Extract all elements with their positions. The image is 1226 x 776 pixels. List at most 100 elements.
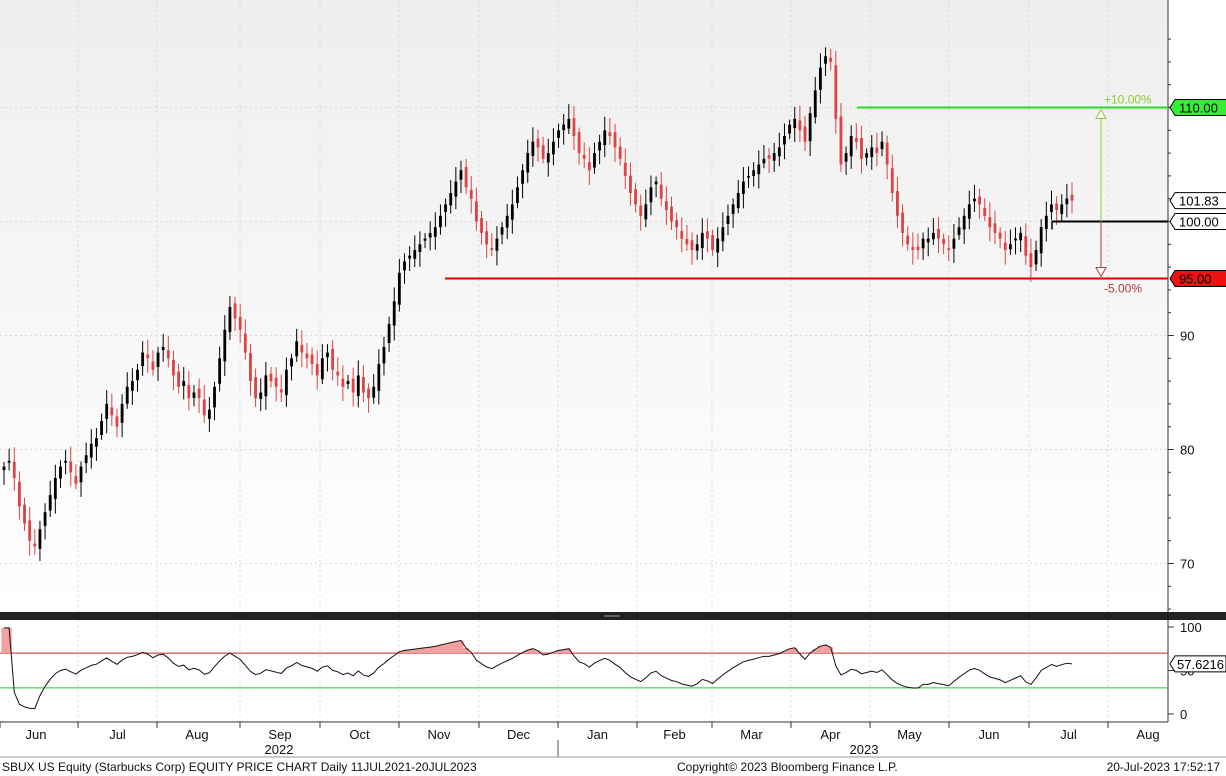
candle-body bbox=[1070, 194, 1074, 201]
candle-body bbox=[172, 360, 175, 376]
candle-body bbox=[336, 371, 340, 376]
candle-body bbox=[983, 207, 987, 216]
candle-body bbox=[7, 460, 11, 463]
candle-body bbox=[777, 147, 781, 157]
candle-body bbox=[901, 212, 904, 233]
candle-body bbox=[197, 388, 201, 399]
candle-body bbox=[942, 238, 946, 245]
candle-body bbox=[238, 317, 242, 330]
rsi-line bbox=[4, 627, 1073, 710]
candle-body bbox=[890, 168, 894, 193]
candle-body bbox=[670, 206, 673, 222]
candle-body bbox=[367, 388, 370, 399]
candle-body bbox=[896, 191, 899, 216]
candle-body bbox=[623, 162, 627, 176]
candle-body bbox=[875, 147, 879, 154]
candle-body bbox=[213, 386, 216, 408]
candle-body bbox=[392, 301, 396, 326]
candle-body bbox=[439, 215, 442, 228]
candle-body bbox=[536, 138, 540, 148]
candle-body bbox=[377, 364, 381, 391]
candle-body bbox=[649, 187, 653, 203]
month-label: Sep bbox=[268, 727, 291, 742]
candle-body bbox=[23, 504, 26, 524]
candle-body bbox=[546, 153, 550, 163]
month-label: Aug bbox=[185, 727, 208, 742]
price-axis-tick-label: 70 bbox=[1180, 557, 1194, 572]
candle-body bbox=[664, 200, 668, 211]
candle-body bbox=[310, 354, 314, 364]
candle-body bbox=[639, 205, 643, 216]
candle-body bbox=[952, 238, 956, 249]
candle-body bbox=[906, 235, 910, 245]
candle-body bbox=[192, 392, 196, 398]
candle-body bbox=[69, 461, 73, 473]
year-label-2023: 2023 bbox=[850, 742, 879, 757]
candle-body bbox=[207, 409, 211, 419]
candle-body bbox=[572, 118, 576, 136]
month-label: Jul bbox=[109, 727, 126, 742]
candle-body bbox=[341, 378, 345, 387]
candle-body bbox=[1044, 215, 1048, 230]
candle-body bbox=[146, 354, 150, 359]
rsi-axis-tick-label: 0 bbox=[1180, 707, 1187, 722]
candle-body bbox=[290, 358, 293, 367]
candle-body bbox=[151, 361, 155, 370]
candle-body bbox=[233, 303, 237, 319]
candle-body bbox=[177, 371, 180, 387]
candle-body bbox=[849, 136, 853, 157]
last-price-tag-text: 101.83 bbox=[1179, 194, 1219, 209]
candle-body bbox=[187, 385, 191, 399]
candle-body bbox=[772, 153, 776, 161]
candle-body bbox=[48, 495, 52, 511]
candle-body bbox=[931, 232, 935, 240]
candle-body bbox=[510, 204, 514, 220]
candle-body bbox=[120, 403, 124, 423]
candle-body bbox=[223, 329, 227, 362]
candle-body bbox=[423, 238, 427, 241]
month-label: Dec bbox=[507, 727, 531, 742]
month-label: Jan bbox=[587, 727, 608, 742]
footer-timestamp: 20-Jul-2023 17:52:17 bbox=[1106, 760, 1220, 774]
candle-body bbox=[490, 248, 494, 250]
candle-body bbox=[1055, 203, 1059, 211]
candle-body bbox=[115, 416, 119, 427]
month-label: Feb bbox=[663, 727, 685, 742]
candle-body bbox=[793, 118, 797, 129]
month-label: Oct bbox=[349, 727, 370, 742]
candle-body bbox=[1019, 232, 1023, 241]
candle-body bbox=[1014, 238, 1017, 241]
candle-body bbox=[516, 187, 519, 204]
footer-security-description: SBUX US Equity (Starbucks Corp) EQUITY P… bbox=[2, 760, 477, 774]
candle-body bbox=[526, 153, 530, 173]
price-tag-95-text: 95.00 bbox=[1179, 272, 1212, 287]
candle-body bbox=[680, 231, 684, 239]
candle-body bbox=[84, 455, 88, 464]
downside-arrow-head bbox=[1095, 267, 1107, 278]
rsi-last-value-tag-bg bbox=[1169, 655, 1226, 673]
candle-body bbox=[413, 250, 417, 259]
candle-body bbox=[480, 218, 483, 233]
candle-body bbox=[973, 198, 976, 202]
candle-body bbox=[844, 153, 848, 162]
candle-body bbox=[577, 132, 581, 154]
upside-percent-label: +10.00% bbox=[1104, 93, 1152, 107]
candle-body bbox=[74, 476, 78, 484]
candle-body bbox=[228, 307, 232, 333]
candle-body bbox=[105, 403, 109, 419]
candle-body bbox=[603, 130, 607, 146]
price-axis-tick-label: 90 bbox=[1180, 329, 1194, 344]
candle-body bbox=[618, 146, 622, 159]
candle-body bbox=[110, 407, 114, 416]
candle-body bbox=[562, 124, 566, 131]
candle-body bbox=[269, 373, 273, 382]
price-tag-100-bg bbox=[1169, 213, 1226, 230]
candle-body bbox=[315, 364, 319, 376]
candle-body bbox=[860, 138, 863, 159]
candle-body bbox=[885, 142, 889, 165]
candle-body bbox=[474, 201, 478, 222]
candle-body bbox=[962, 215, 966, 230]
candle-body bbox=[351, 378, 355, 393]
candle-body bbox=[721, 227, 725, 242]
